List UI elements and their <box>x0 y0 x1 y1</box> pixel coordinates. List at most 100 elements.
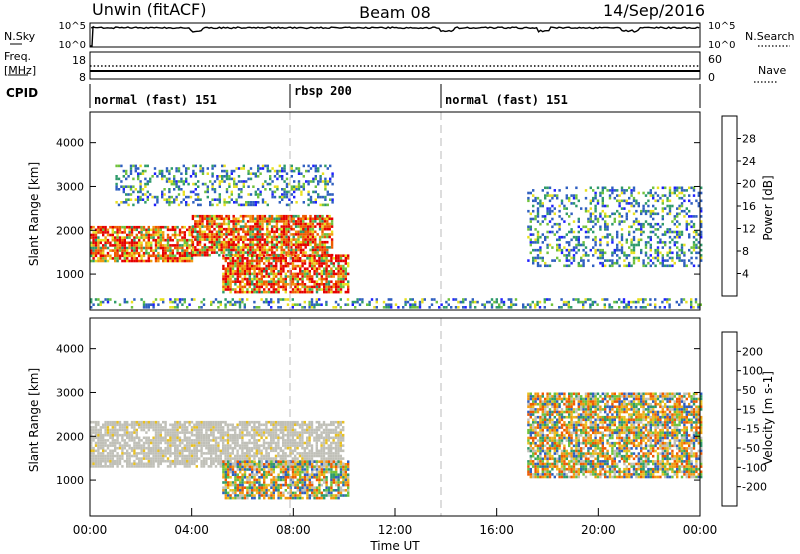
echo-cell <box>635 243 638 247</box>
echo-cell <box>570 306 573 309</box>
echo-cell <box>192 190 195 194</box>
echo-cell <box>328 217 331 221</box>
echo-cell <box>620 186 624 190</box>
echo-cell <box>152 306 155 309</box>
echo-cell <box>190 449 194 453</box>
echo-cell <box>311 220 315 223</box>
echo-cell <box>215 240 219 244</box>
echo-cell <box>328 222 331 226</box>
echo-cell <box>251 257 254 260</box>
echo-cell <box>229 257 232 260</box>
echo-cell <box>268 235 271 239</box>
echo-cell <box>90 259 93 263</box>
echo-cell <box>116 246 119 250</box>
echo-cell <box>133 446 136 450</box>
echo-cell <box>284 288 287 291</box>
echo-cell <box>314 217 317 221</box>
echo-cell <box>323 283 326 286</box>
echo-cell <box>138 436 141 440</box>
echo-cell <box>334 300 338 304</box>
echo-cell <box>270 457 273 460</box>
echo-cell <box>534 248 537 252</box>
echo-cell <box>94 298 98 301</box>
echo-cell <box>290 193 293 196</box>
echo-cell <box>534 196 537 200</box>
echo-cell <box>476 300 479 304</box>
echo-cell <box>618 298 621 301</box>
echo-cell <box>565 303 568 306</box>
echo-cell <box>285 222 288 226</box>
echo-cell <box>253 436 256 440</box>
echo-cell <box>97 457 100 460</box>
echo-cell <box>215 246 219 249</box>
echo-cell <box>323 222 327 226</box>
echo-cell <box>94 251 98 255</box>
echo-cell <box>130 254 134 258</box>
echo-cell <box>138 231 141 234</box>
echo-cell <box>318 298 321 301</box>
echo-cell <box>283 188 286 191</box>
echo-cell <box>154 449 158 453</box>
echo-cell <box>541 215 544 218</box>
echo-cell <box>102 259 105 263</box>
echo-cell <box>644 246 648 249</box>
echo-cell <box>316 233 319 236</box>
echo-cell <box>287 227 291 231</box>
echo-cell <box>291 433 294 437</box>
echo-cell <box>318 288 321 291</box>
echo-cell <box>193 433 196 437</box>
echo-cell <box>92 431 95 434</box>
echo-cell <box>447 298 450 301</box>
echo-cell <box>332 264 335 268</box>
echo-cell <box>560 202 564 205</box>
echo-cell <box>294 220 298 223</box>
echo-cell <box>114 433 117 437</box>
echo-cell <box>196 225 199 228</box>
echo-cell <box>267 454 270 458</box>
echo-cell <box>111 231 114 234</box>
echo-cell <box>231 280 235 283</box>
echo-cell <box>354 300 357 304</box>
echo-cell <box>90 462 93 466</box>
echo-cell <box>622 300 626 304</box>
echo-cell <box>186 249 189 252</box>
echo-cell <box>263 214 267 218</box>
echo-cell <box>121 457 124 460</box>
echo-cell <box>625 254 628 257</box>
echo-cell <box>311 254 314 257</box>
echo-cell <box>291 306 294 309</box>
echo-cell <box>317 167 320 170</box>
echo-cell <box>265 285 268 289</box>
echo-cell <box>195 428 198 432</box>
echo-cell <box>664 241 667 244</box>
echo-cell <box>186 465 189 468</box>
echo-cell <box>186 457 189 460</box>
echo-cell <box>212 457 215 460</box>
echo-cell <box>266 225 269 228</box>
echo-cell <box>664 207 667 210</box>
echo-cell <box>296 254 299 257</box>
echo-cell <box>123 420 126 424</box>
echo-cell <box>666 212 669 216</box>
echo-cell <box>314 190 317 194</box>
echo-cell <box>323 257 326 260</box>
echo-cell <box>185 169 188 173</box>
echo-cell <box>628 246 631 249</box>
echo-cell <box>232 217 235 221</box>
echo-cell <box>265 426 268 429</box>
echo-cell <box>275 238 279 241</box>
nsky-tick-bottom: 10^0 <box>59 40 86 51</box>
echo-cell <box>291 420 294 424</box>
echo-cell <box>548 199 552 203</box>
echo-cell <box>92 254 95 258</box>
echo-cell <box>106 420 110 424</box>
echo-cell <box>253 420 256 424</box>
echo-cell <box>216 198 219 201</box>
echo-cell <box>140 249 143 252</box>
echo-cell <box>225 243 228 247</box>
echo-cell <box>261 182 265 186</box>
echo-cell <box>177 193 181 196</box>
echo-cell <box>656 194 660 197</box>
echo-cell <box>246 454 249 458</box>
echo-cell <box>171 259 174 263</box>
